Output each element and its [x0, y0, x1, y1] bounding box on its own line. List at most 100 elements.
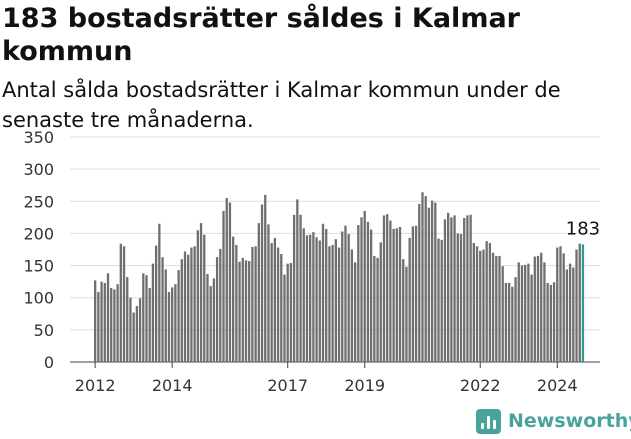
bar — [196, 230, 199, 362]
bar — [225, 198, 228, 362]
bar-chart-icon — [476, 408, 501, 434]
bar — [94, 280, 97, 362]
bar — [395, 228, 398, 362]
bar — [331, 245, 334, 362]
bar — [190, 247, 193, 362]
x-tick-label: 2012 — [75, 376, 116, 395]
bar — [135, 306, 139, 362]
bar — [501, 266, 504, 362]
bar — [305, 235, 309, 362]
bar — [495, 255, 498, 362]
bar — [540, 252, 543, 362]
newsworthy-logo: Newsworthy — [476, 407, 631, 435]
bar — [158, 223, 161, 362]
bar — [222, 210, 225, 362]
bar — [151, 263, 155, 362]
bar — [219, 248, 222, 362]
bar — [475, 246, 479, 362]
x-axis-labels: 2012 2014 2017 2019 2022 2024 — [75, 362, 578, 395]
bar — [466, 215, 469, 362]
bar — [447, 212, 450, 362]
bar — [549, 284, 553, 362]
bar — [209, 286, 212, 362]
x-tick-label: 2022 — [460, 376, 501, 395]
bar — [479, 250, 482, 362]
bar — [543, 262, 546, 362]
bar — [321, 223, 325, 362]
y-tick-label: 100 — [23, 289, 54, 308]
bar — [434, 202, 437, 362]
bar — [241, 257, 244, 362]
bar — [122, 246, 126, 362]
bar — [283, 274, 286, 362]
bar — [514, 277, 517, 362]
bar — [228, 202, 232, 362]
bar — [161, 257, 164, 362]
bar — [498, 255, 501, 362]
bar — [379, 242, 382, 362]
y-tick-label: 150 — [23, 257, 54, 276]
y-tick-label: 0 — [44, 353, 54, 372]
bar — [154, 245, 158, 362]
bar — [174, 284, 177, 362]
bar — [286, 263, 289, 362]
bar — [344, 225, 347, 362]
bar — [398, 227, 402, 362]
bar — [363, 210, 366, 362]
bar — [113, 289, 116, 362]
bar — [421, 192, 424, 362]
bar — [530, 274, 533, 362]
bar — [575, 249, 578, 362]
bar — [386, 214, 389, 362]
bar — [456, 233, 459, 362]
bar — [491, 252, 495, 362]
bar — [376, 257, 379, 362]
bar — [257, 223, 260, 362]
bar — [536, 255, 540, 362]
y-tick-label: 350 — [23, 128, 54, 147]
bar — [402, 259, 405, 362]
y-tick-label: 250 — [23, 192, 54, 211]
bar — [132, 312, 135, 362]
bar — [418, 203, 421, 362]
bar — [126, 277, 129, 362]
bar — [485, 241, 488, 362]
bar — [167, 291, 171, 362]
bar — [552, 282, 556, 362]
bar — [357, 225, 360, 362]
bar — [129, 297, 132, 362]
bar — [347, 234, 350, 362]
bar — [565, 269, 569, 362]
highlighted-bar — [581, 244, 585, 362]
bar — [350, 249, 354, 362]
bar — [450, 217, 453, 362]
bar — [389, 220, 392, 362]
bar — [507, 282, 511, 362]
x-tick-label: 2014 — [152, 376, 193, 395]
bar — [392, 228, 395, 362]
bar — [97, 291, 100, 362]
bar — [408, 237, 411, 362]
bar — [488, 243, 492, 362]
bar — [260, 204, 264, 362]
bar — [273, 237, 277, 362]
bar — [299, 214, 302, 362]
bar — [572, 267, 575, 362]
x-tick-label: 2024 — [537, 376, 578, 395]
bar — [292, 214, 296, 362]
bar — [328, 246, 331, 362]
bar — [276, 247, 280, 362]
value-annotation: 183 — [566, 218, 600, 239]
bar — [148, 288, 151, 362]
bar — [254, 246, 257, 362]
y-tick-label: 200 — [23, 224, 54, 243]
bar — [459, 234, 463, 362]
bar — [427, 207, 431, 362]
bar — [215, 257, 219, 362]
y-tick-label: 300 — [23, 160, 54, 179]
bar — [482, 249, 485, 362]
bar — [119, 243, 122, 362]
bar — [177, 270, 180, 362]
bar — [568, 263, 572, 362]
x-tick-label: 2019 — [344, 376, 385, 395]
